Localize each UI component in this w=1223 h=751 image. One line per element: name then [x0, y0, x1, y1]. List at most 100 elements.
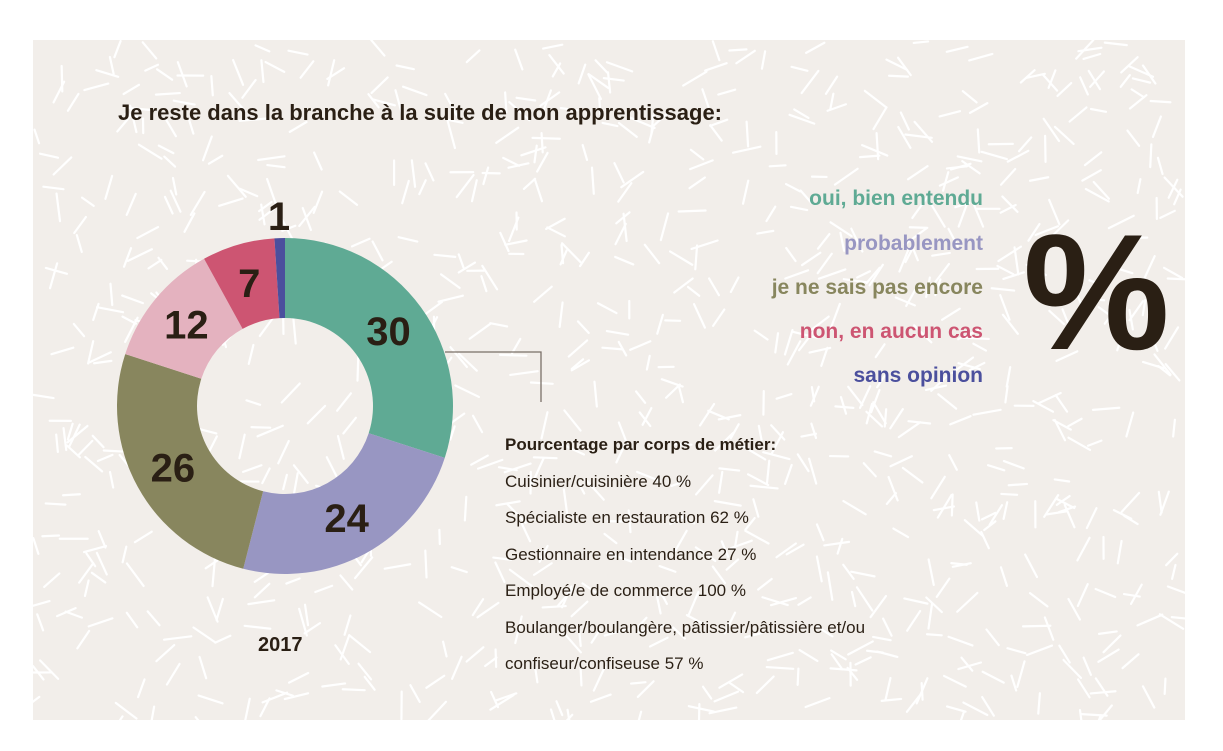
confetti-dash: [441, 640, 448, 658]
confetti-dash: [76, 629, 91, 650]
confetti-dash: [207, 154, 224, 165]
confetti-dash: [1083, 151, 1103, 167]
confetti-dash: [929, 202, 946, 228]
confetti-dash: [731, 145, 762, 154]
confetti-dash: [947, 227, 959, 248]
confetti-dash: [865, 402, 874, 425]
confetti-dash: [999, 566, 1009, 587]
confetti-dash: [1170, 616, 1185, 620]
confetti-dash: [562, 488, 569, 518]
confetti-dash: [104, 174, 114, 200]
confetti-dash: [823, 540, 851, 547]
confetti-dash: [1043, 616, 1055, 641]
confetti-dash: [277, 439, 290, 465]
confetti-dash: [565, 713, 574, 720]
confetti-dash: [899, 111, 910, 131]
confetti-dash: [809, 315, 830, 332]
confetti-dash: [615, 442, 627, 464]
confetti-dash: [945, 705, 967, 713]
confetti-dash: [933, 262, 951, 285]
confetti-dash: [1058, 644, 1071, 664]
info-line: Spécialiste en restauration 62 %: [505, 508, 749, 527]
donut-slice: [243, 433, 445, 574]
confetti-dash: [934, 278, 942, 297]
confetti-dash: [1028, 592, 1049, 608]
confetti-dash: [292, 472, 299, 496]
confetti-dash: [83, 82, 110, 92]
confetti-dash: [628, 116, 656, 130]
confetti-dash: [560, 242, 582, 264]
confetti-dash: [1062, 658, 1083, 680]
confetti-dash: [91, 434, 105, 449]
confetti-dash: [1092, 180, 1111, 200]
confetti-dash: [603, 532, 618, 545]
confetti-dash: [141, 41, 158, 60]
confetti-dash: [125, 611, 139, 629]
confetti-dash: [1061, 308, 1073, 334]
legend-item: je ne sais pas encore: [771, 276, 983, 299]
confetti-dash: [1122, 592, 1141, 598]
confetti-dash: [455, 173, 475, 199]
confetti-dash: [62, 426, 68, 452]
confetti-dash: [1164, 363, 1181, 382]
confetti-dash: [1119, 74, 1131, 88]
confetti-dash: [1084, 187, 1110, 203]
confetti-dash: [147, 258, 163, 270]
confetti-dash: [576, 479, 586, 495]
confetti-dash: [33, 536, 40, 555]
confetti-dash: [576, 320, 590, 335]
confetti-dash: [882, 617, 893, 637]
confetti-dash: [260, 203, 266, 226]
confetti-dash: [96, 453, 114, 463]
confetti-dash: [701, 685, 713, 700]
confetti-dash: [735, 49, 756, 65]
confetti-dash: [1102, 634, 1122, 654]
confetti-dash: [956, 155, 983, 163]
confetti-dash: [938, 110, 962, 118]
confetti-dash: [762, 451, 791, 461]
confetti-dash: [975, 501, 981, 522]
confetti-dash: [342, 416, 357, 435]
confetti-dash: [1076, 678, 1091, 699]
confetti-dash: [678, 514, 696, 525]
confetti-dash: [765, 459, 771, 485]
donut-slice: [204, 238, 280, 329]
confetti-dash: [913, 120, 934, 143]
confetti-dash: [1150, 333, 1159, 352]
confetti-dash: [61, 493, 81, 497]
confetti-dash: [560, 585, 573, 609]
confetti-dash: [1054, 497, 1076, 510]
confetti-dash: [711, 565, 727, 585]
confetti-dash: [798, 648, 819, 663]
confetti-dash: [492, 556, 513, 561]
confetti-dash: [503, 462, 532, 474]
confetti-dash: [1079, 76, 1089, 96]
confetti-dash: [539, 91, 561, 107]
confetti-dash: [766, 651, 794, 662]
confetti-dash: [980, 150, 1008, 161]
info-line: confiseur/confiseuse 57 %: [505, 654, 704, 673]
confetti-dash: [645, 354, 651, 371]
confetti-dash: [912, 40, 930, 45]
confetti-dash: [1120, 56, 1139, 74]
confetti-dash: [793, 108, 810, 120]
confetti-dash: [1158, 613, 1185, 630]
confetti-dash: [938, 176, 960, 187]
confetti-dash: [144, 63, 160, 72]
confetti-dash: [1067, 597, 1082, 621]
confetti-dash: [627, 509, 632, 534]
confetti-dash: [774, 332, 780, 354]
confetti-dash: [218, 197, 244, 207]
confetti-dash: [960, 656, 974, 672]
confetti-dash: [797, 329, 816, 352]
confetti-dash: [265, 177, 277, 205]
confetti-dash: [589, 693, 612, 703]
confetti-dash: [999, 167, 1017, 186]
confetti-dash: [1086, 439, 1103, 447]
confetti-dash: [1076, 293, 1084, 309]
confetti-dash: [1054, 394, 1069, 413]
confetti-dash: [674, 529, 688, 552]
confetti-dash: [906, 165, 929, 181]
confetti-dash: [533, 285, 553, 303]
confetti-dash: [121, 545, 128, 564]
